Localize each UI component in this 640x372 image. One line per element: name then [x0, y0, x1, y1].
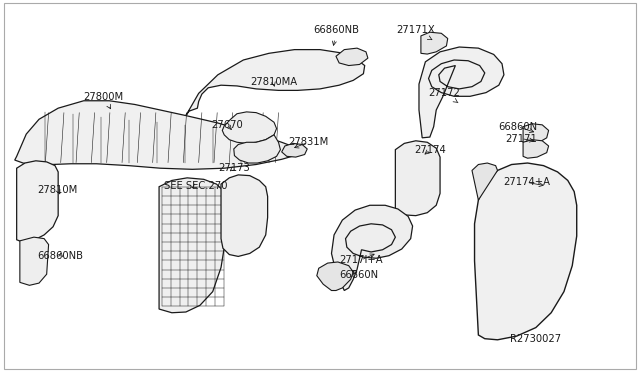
Polygon shape — [332, 205, 413, 291]
Polygon shape — [222, 112, 276, 143]
Polygon shape — [15, 101, 298, 169]
Polygon shape — [396, 141, 440, 216]
Polygon shape — [159, 178, 225, 313]
Polygon shape — [282, 143, 307, 157]
Polygon shape — [523, 140, 548, 158]
Polygon shape — [472, 163, 497, 200]
Polygon shape — [523, 124, 548, 144]
Text: 66860NB: 66860NB — [38, 251, 84, 262]
Text: R2730027: R2730027 — [509, 334, 561, 344]
Text: 27173: 27173 — [218, 163, 250, 173]
Text: 27171X: 27171X — [396, 25, 435, 40]
Polygon shape — [336, 48, 368, 65]
Text: 66860N: 66860N — [339, 270, 378, 280]
Text: 2717I+A: 2717I+A — [339, 254, 383, 265]
Polygon shape — [17, 161, 58, 242]
Polygon shape — [234, 135, 280, 163]
Text: 27810M: 27810M — [38, 185, 78, 195]
Polygon shape — [421, 32, 448, 54]
Polygon shape — [474, 163, 577, 340]
Text: 27800M: 27800M — [84, 92, 124, 109]
Text: 66860NB: 66860NB — [314, 25, 360, 45]
Text: 27174+A: 27174+A — [503, 177, 550, 187]
Text: 27831M: 27831M — [288, 137, 328, 148]
Text: SEE SEC.270: SEE SEC.270 — [164, 181, 227, 191]
Text: 27174: 27174 — [415, 145, 446, 155]
Text: 27171: 27171 — [505, 134, 537, 144]
Polygon shape — [20, 237, 49, 285]
Polygon shape — [419, 47, 504, 138]
Text: 66860N: 66860N — [498, 122, 537, 132]
Text: 27810MA: 27810MA — [250, 77, 297, 87]
Text: 27670: 27670 — [211, 120, 243, 130]
Polygon shape — [221, 175, 268, 256]
Polygon shape — [186, 49, 365, 116]
Polygon shape — [317, 262, 353, 291]
Text: 27172: 27172 — [429, 88, 461, 103]
